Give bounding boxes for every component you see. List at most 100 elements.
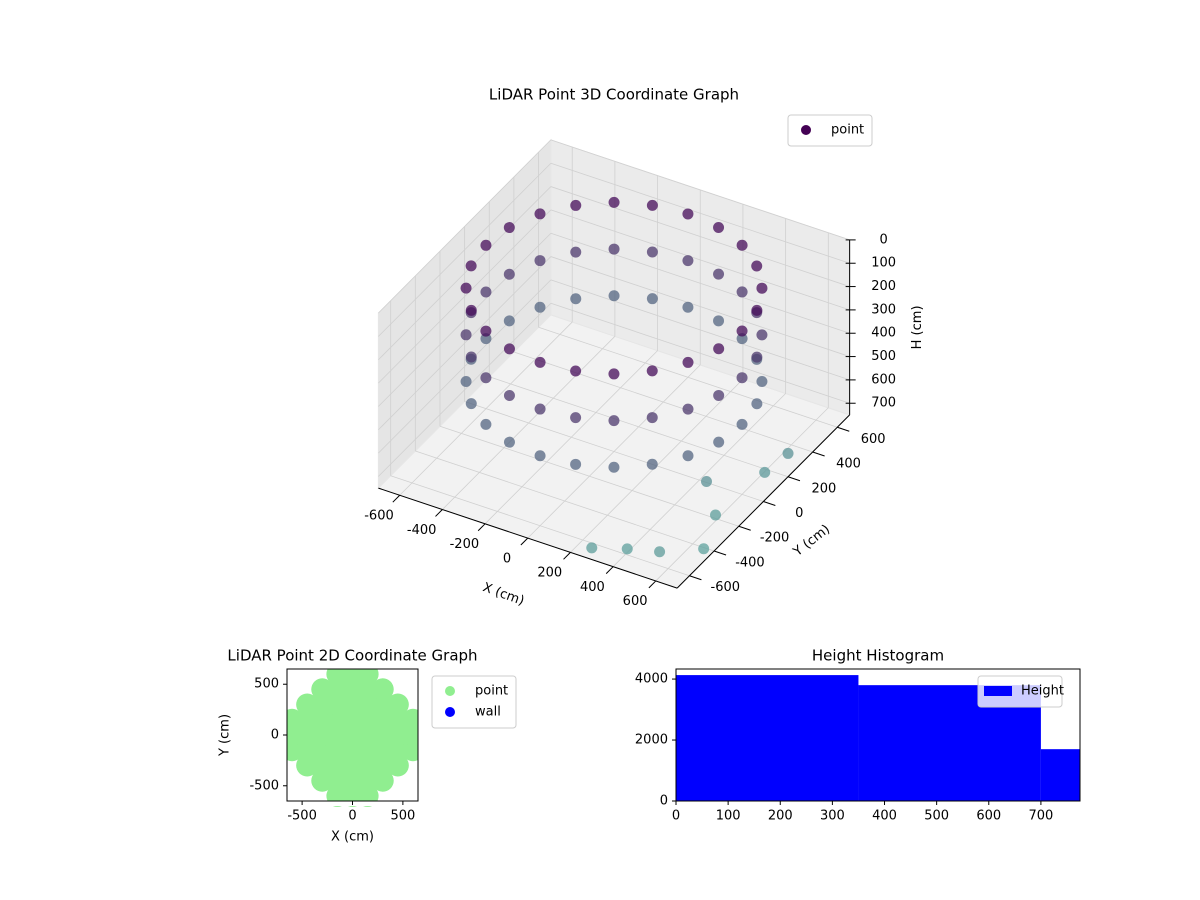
point bbox=[751, 260, 763, 272]
y-tick-label: -500 bbox=[249, 778, 279, 793]
tick-mark bbox=[713, 550, 727, 556]
grid-line bbox=[415, 450, 715, 552]
point bbox=[682, 450, 694, 462]
x-tick-label: 500 bbox=[924, 809, 949, 824]
point bbox=[570, 458, 582, 470]
point bbox=[713, 315, 725, 327]
legend-label: point bbox=[475, 684, 508, 699]
legend-box bbox=[787, 114, 873, 147]
x-tick-label: -500 bbox=[287, 809, 317, 824]
point bbox=[371, 693, 394, 716]
point bbox=[736, 333, 748, 345]
point bbox=[356, 739, 379, 762]
x-tick-label: 200 bbox=[768, 809, 793, 824]
point bbox=[751, 304, 763, 316]
point bbox=[460, 282, 472, 294]
x-tick-label: 0 bbox=[672, 809, 680, 824]
tick-mark bbox=[435, 509, 443, 517]
tick-mark bbox=[605, 566, 614, 574]
point bbox=[736, 239, 748, 251]
tick-mark bbox=[738, 525, 751, 531]
point bbox=[480, 418, 492, 430]
point bbox=[465, 304, 477, 316]
grid-line bbox=[538, 326, 838, 428]
point bbox=[356, 678, 379, 701]
x-tick-label: 300 bbox=[820, 809, 845, 824]
x-axis-label: X (cm) bbox=[331, 830, 374, 845]
z-tick-label: 400 bbox=[871, 326, 896, 341]
tick-mark bbox=[477, 523, 486, 532]
x-tick-label: 500 bbox=[390, 809, 415, 824]
grid-line bbox=[378, 279, 552, 454]
x-tick-label: 600 bbox=[623, 594, 648, 609]
axes-mask bbox=[257, 669, 287, 801]
x-tick-label: 0 bbox=[503, 551, 511, 566]
point bbox=[480, 325, 492, 337]
point bbox=[682, 255, 694, 267]
tick-mark bbox=[787, 476, 801, 482]
grid-line bbox=[550, 232, 850, 334]
point bbox=[608, 368, 620, 380]
point bbox=[371, 708, 394, 731]
legend-marker bbox=[801, 125, 811, 135]
point bbox=[341, 754, 364, 777]
grid-line bbox=[378, 139, 552, 314]
point bbox=[465, 351, 477, 363]
axes-frame bbox=[675, 668, 1081, 802]
point bbox=[608, 461, 620, 473]
y-axis-line bbox=[676, 414, 850, 589]
tick-mark bbox=[520, 537, 529, 546]
point bbox=[356, 769, 379, 792]
x-tick-label: -600 bbox=[364, 509, 394, 524]
y-tick-label: -400 bbox=[735, 555, 765, 570]
grid-line bbox=[378, 186, 552, 361]
point bbox=[646, 293, 658, 305]
legend-box bbox=[977, 675, 1063, 708]
point bbox=[646, 412, 658, 424]
point bbox=[371, 769, 394, 792]
point bbox=[341, 708, 364, 731]
grid-line bbox=[489, 376, 789, 478]
y-tick-label: 200 bbox=[811, 481, 836, 496]
point bbox=[570, 365, 582, 377]
point bbox=[682, 208, 694, 220]
point bbox=[311, 693, 334, 716]
point bbox=[503, 315, 515, 327]
point bbox=[646, 246, 658, 258]
grid-line bbox=[378, 256, 552, 431]
point bbox=[326, 754, 349, 777]
grid-line bbox=[439, 425, 739, 527]
y-tick-label: 2000 bbox=[635, 733, 668, 748]
grid-line bbox=[550, 139, 850, 241]
point bbox=[386, 754, 409, 777]
point bbox=[356, 693, 379, 716]
point bbox=[570, 293, 582, 305]
point bbox=[371, 739, 394, 762]
chart-title: Height Histogram bbox=[812, 647, 944, 665]
point bbox=[311, 678, 334, 701]
point bbox=[713, 436, 725, 448]
point bbox=[296, 708, 319, 731]
point bbox=[756, 376, 768, 388]
point bbox=[296, 724, 319, 746]
z-tick-label: 200 bbox=[871, 279, 896, 294]
point bbox=[759, 466, 771, 478]
point bbox=[356, 708, 379, 731]
point bbox=[386, 693, 409, 716]
z-tick-label: 600 bbox=[871, 372, 896, 387]
point bbox=[710, 509, 722, 521]
tick-mark bbox=[563, 552, 571, 560]
x-tick-label: 100 bbox=[716, 809, 741, 824]
point bbox=[534, 208, 546, 220]
point bbox=[311, 708, 334, 731]
tick-mark bbox=[689, 575, 702, 581]
point bbox=[756, 282, 768, 294]
x-tick-label: -200 bbox=[450, 537, 480, 552]
point bbox=[608, 196, 620, 208]
point bbox=[341, 739, 364, 762]
legend-label: point bbox=[831, 123, 864, 138]
point bbox=[751, 398, 763, 410]
grid-line bbox=[550, 209, 850, 311]
z-tick-label: 100 bbox=[871, 256, 896, 271]
